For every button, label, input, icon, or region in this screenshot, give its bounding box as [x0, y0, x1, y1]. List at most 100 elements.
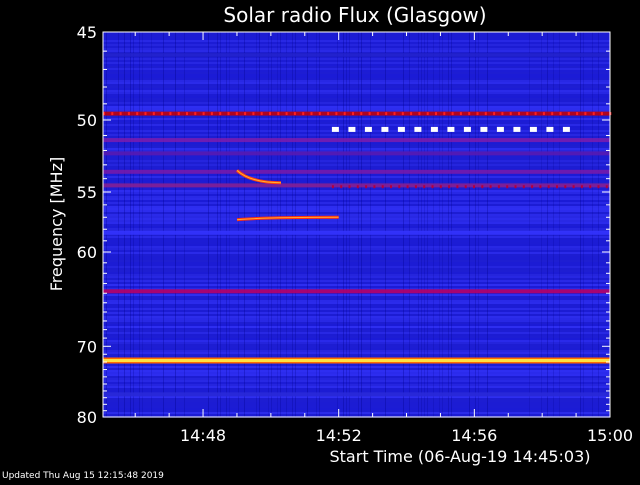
spectrogram-noise-column	[424, 32, 425, 417]
spectrogram-noise-row	[103, 398, 610, 400]
frequency-band	[103, 111, 610, 116]
spectrogram-noise-column	[478, 32, 479, 417]
spectrogram-noise-column	[163, 32, 164, 417]
spectrogram-noise-row	[103, 328, 610, 330]
spectrogram-noise-row	[103, 260, 610, 262]
dotted-line-segment	[385, 112, 388, 116]
dotted-line-segment	[476, 112, 479, 116]
dotted-line-segment	[331, 126, 339, 132]
spectrogram-noise-row	[103, 44, 610, 46]
spectrogram-noise-row	[103, 304, 610, 306]
spectrogram-noise-row	[103, 126, 610, 128]
spectrogram-noise-row	[103, 322, 610, 324]
spectrogram-noise-column	[316, 32, 317, 417]
dotted-line-segment	[343, 112, 346, 116]
spectrogram-noise-column	[208, 32, 209, 417]
dotted-line-segment	[202, 112, 205, 116]
spectrogram-noise-row	[103, 188, 610, 190]
dotted-line-segment	[468, 112, 471, 116]
spectrogram-noise-row	[103, 226, 610, 228]
dotted-line-segment	[244, 112, 247, 116]
dotted-line-segment	[373, 185, 376, 189]
dotted-line-segment	[534, 112, 537, 116]
plot-frame	[102, 31, 611, 418]
spectrogram-noise-column	[529, 32, 530, 417]
spectrogram-noise-row	[103, 86, 610, 88]
spectrogram-noise-row	[103, 42, 610, 44]
spectrogram-noise-column	[337, 32, 338, 417]
dotted-line-segment	[559, 112, 562, 116]
spectrogram-noise-row	[103, 282, 610, 284]
spectrogram-noise-column	[358, 32, 359, 417]
spectrogram-noise-row	[103, 122, 610, 124]
dotted-line-segment	[547, 185, 550, 189]
spectrogram-noise-column	[268, 32, 269, 417]
dotted-line-segment	[509, 112, 512, 116]
spectrogram-noise-row	[103, 280, 610, 282]
spectrogram-noise-row	[103, 382, 610, 384]
spectrogram-noise-row	[103, 72, 610, 74]
x-tick-label: 15:00	[587, 426, 633, 445]
dotted-line-segment	[514, 185, 517, 189]
dotted-line-segment	[381, 185, 384, 189]
dotted-line-segment	[443, 112, 446, 116]
spectrogram-noise-row	[103, 60, 610, 62]
spectrogram-noise-row	[103, 354, 610, 356]
spectrogram-noise-row	[103, 216, 610, 218]
dotted-line-segment	[567, 112, 570, 116]
spectrogram-noise-row	[103, 252, 610, 254]
spectrogram-noise-row	[103, 40, 610, 42]
spectrogram-noise-row	[103, 334, 610, 336]
dotted-line-segment	[310, 112, 313, 116]
frequency-band	[103, 138, 610, 143]
dotted-line-segment	[448, 185, 451, 189]
y-tick-label: 45	[77, 23, 97, 42]
spectrogram-noise-row	[103, 288, 610, 290]
spectrogram-noise-column	[142, 32, 143, 417]
spectrogram-noise-row	[103, 286, 610, 288]
spectrogram-noise-row	[103, 100, 610, 102]
spectrogram-noise-column	[118, 32, 119, 417]
spectrogram-noise-row	[103, 258, 610, 260]
spectrogram-noise-row	[103, 64, 610, 66]
spectrogram-noise-column	[448, 32, 449, 417]
dotted-line-segment	[414, 126, 422, 132]
spectrogram-noise-row	[103, 56, 610, 58]
dotted-line-segment	[496, 126, 504, 132]
spectrogram-noise-column	[442, 32, 443, 417]
spectrogram-noise-row	[103, 116, 610, 118]
frequency-band	[103, 392, 610, 397]
spectrogram-noise-column	[475, 32, 476, 417]
spectrogram-noise-row	[103, 118, 610, 120]
spectrogram-noise-row	[103, 356, 610, 358]
spectrogram-noise-row	[103, 160, 610, 162]
spectrogram-noise-row	[103, 410, 610, 412]
dotted-line-segment	[423, 185, 426, 189]
spectrogram-noise-row	[103, 212, 610, 214]
y-tick-label: 80	[77, 408, 97, 427]
spectrogram-noise-row	[103, 88, 610, 90]
spectrogram-noise-row	[103, 294, 610, 296]
spectrogram-noise-row	[103, 208, 610, 210]
spectrogram-noise-column	[592, 32, 593, 417]
dotted-line-segment	[546, 126, 554, 132]
spectrogram-noise-column	[427, 32, 428, 417]
spectrogram-noise-row	[103, 176, 610, 178]
spectrogram-noise-row	[103, 166, 610, 168]
dotted-line-segment	[597, 185, 600, 189]
dotted-line-segment	[356, 185, 359, 189]
dotted-line-segment	[459, 112, 462, 116]
spectrogram-noise-row	[103, 82, 610, 84]
dotted-line-segment	[119, 112, 122, 116]
dotted-line-segment	[430, 126, 438, 132]
spectrogram-noise-row	[103, 268, 610, 270]
spectrogram-noise-row	[103, 246, 610, 248]
dotted-line-segment	[398, 185, 401, 189]
dotted-line-segment	[531, 185, 534, 189]
spectrogram-noise-column	[226, 32, 227, 417]
spectrogram-noise-row	[103, 48, 610, 50]
spectrogram-noise-column	[346, 32, 347, 417]
spectrogram-noise-row	[103, 270, 610, 272]
spectrogram-noise-row	[103, 68, 610, 70]
dotted-line-segment	[144, 112, 147, 116]
